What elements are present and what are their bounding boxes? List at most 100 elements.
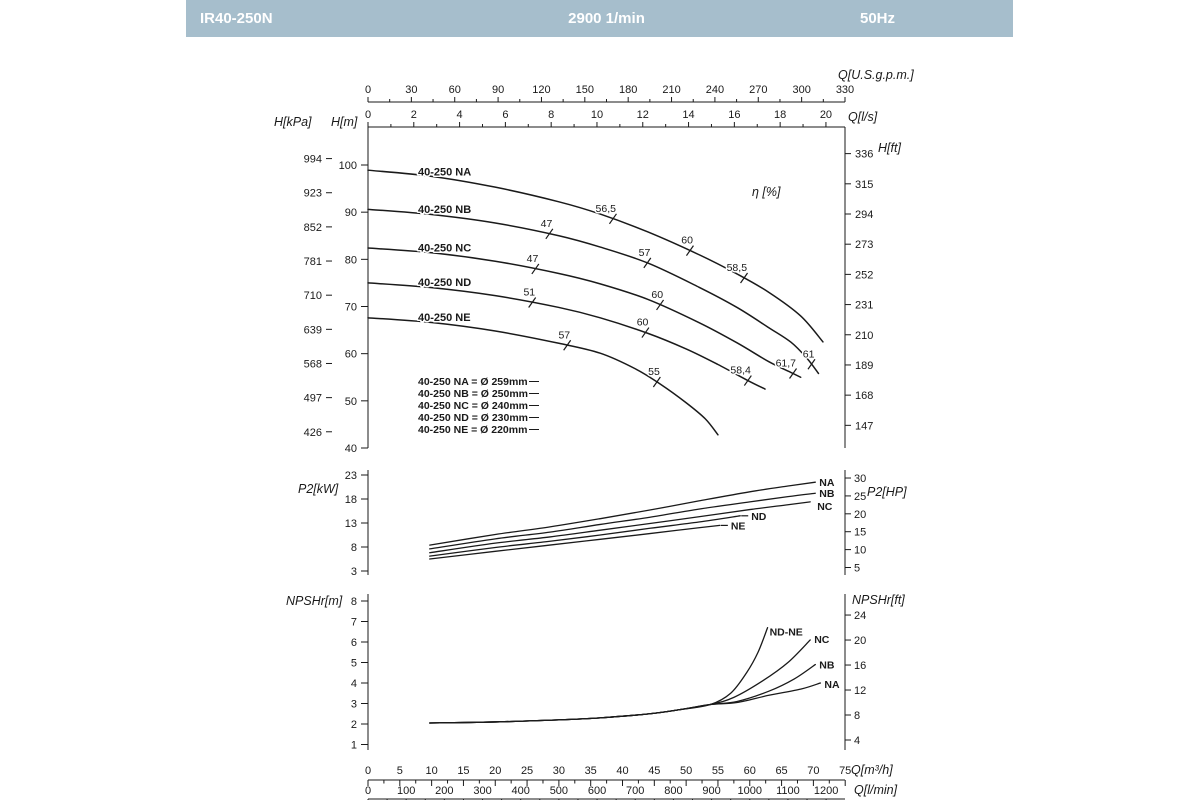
- svg-text:H[ft]: H[ft]: [878, 141, 901, 155]
- svg-text:Q[l/s]: Q[l/s]: [848, 110, 878, 124]
- svg-text:60: 60: [744, 765, 756, 777]
- svg-text:20: 20: [854, 509, 866, 521]
- svg-text:100: 100: [397, 785, 415, 797]
- svg-text:210: 210: [855, 330, 873, 342]
- svg-text:8: 8: [548, 109, 554, 121]
- svg-text:16: 16: [728, 109, 740, 121]
- svg-text:273: 273: [855, 239, 873, 251]
- svg-text:0: 0: [365, 765, 371, 777]
- svg-text:5: 5: [854, 563, 860, 575]
- svg-text:45: 45: [648, 765, 660, 777]
- svg-text:61,7: 61,7: [776, 357, 797, 369]
- head-axis-left: 100 90 80 70 60 50 40 H[m]: [331, 115, 369, 455]
- svg-text:0: 0: [365, 785, 371, 797]
- svg-text:56,5: 56,5: [596, 203, 617, 215]
- svg-text:14: 14: [682, 109, 694, 121]
- efficiency-marks: 47 56,5 47 57 60 58,5 51 60 60 57 55 58,4 61,7 61: [522, 201, 816, 388]
- efficiency-label: η [%]: [752, 185, 781, 199]
- svg-text:100: 100: [339, 160, 357, 172]
- svg-text:639: 639: [304, 324, 322, 336]
- svg-text:231: 231: [855, 300, 873, 312]
- head-axis-kpa: 994 923 852 781 710 639 568 497 426 H[kPa]: [274, 115, 332, 439]
- svg-text:H[kPa]: H[kPa]: [274, 115, 312, 129]
- svg-text:η [%]: η [%]: [752, 185, 781, 199]
- svg-text:994: 994: [304, 154, 322, 166]
- svg-text:5: 5: [397, 765, 403, 777]
- svg-text:50: 50: [345, 396, 357, 408]
- svg-text:61: 61: [803, 348, 815, 360]
- svg-text:57: 57: [558, 329, 570, 341]
- svg-text:20: 20: [820, 109, 832, 121]
- svg-text:90: 90: [345, 207, 357, 219]
- svg-text:57: 57: [639, 247, 651, 259]
- svg-text:20: 20: [489, 765, 501, 777]
- svg-text:240: 240: [706, 84, 724, 96]
- svg-text:80: 80: [345, 254, 357, 266]
- svg-text:180: 180: [619, 84, 637, 96]
- svg-text:2: 2: [351, 719, 357, 731]
- svg-text:400: 400: [512, 785, 530, 797]
- power-axis-right: 30 25 20 15 10 5 P2[HP]: [844, 470, 907, 575]
- svg-text:7: 7: [351, 617, 357, 629]
- svg-text:1200: 1200: [814, 785, 838, 797]
- svg-text:2: 2: [411, 109, 417, 121]
- svg-text:700: 700: [626, 785, 644, 797]
- svg-text:40-250 NA = Ø 259mm: 40-250 NA = Ø 259mm: [418, 376, 528, 388]
- svg-text:H[m]: H[m]: [331, 115, 358, 129]
- svg-text:55: 55: [712, 765, 724, 777]
- svg-text:500: 500: [550, 785, 568, 797]
- svg-text:4: 4: [854, 735, 860, 747]
- svg-text:3: 3: [351, 566, 357, 578]
- svg-text:20: 20: [854, 635, 866, 647]
- svg-text:58,5: 58,5: [727, 262, 748, 274]
- svg-text:300: 300: [473, 785, 491, 797]
- svg-text:852: 852: [304, 222, 322, 234]
- svg-text:15: 15: [854, 527, 866, 539]
- svg-text:336: 336: [855, 149, 873, 161]
- svg-text:8: 8: [351, 542, 357, 554]
- svg-text:210: 210: [662, 84, 680, 96]
- svg-text:6: 6: [502, 109, 508, 121]
- npsh-curves: ND-NE NC NB NA: [429, 625, 841, 724]
- power-axis-left: 23 18 13 8 3 P2[kW]: [298, 470, 369, 578]
- svg-text:300: 300: [792, 84, 810, 96]
- svg-text:60: 60: [345, 349, 357, 361]
- svg-text:P2[kW]: P2[kW]: [298, 482, 339, 496]
- svg-text:294: 294: [855, 209, 873, 221]
- svg-text:75: 75: [839, 765, 851, 777]
- svg-text:40: 40: [616, 765, 628, 777]
- svg-text:10: 10: [591, 109, 603, 121]
- svg-text:150: 150: [576, 84, 594, 96]
- pump-speed: 2900 1/min: [568, 10, 645, 27]
- svg-text:600: 600: [588, 785, 606, 797]
- svg-text:51: 51: [523, 286, 535, 298]
- svg-text:330: 330: [836, 84, 854, 96]
- npsh-axis-left: 8 7 6 5 4 3 2 1 NPSHr[m]: [286, 594, 369, 752]
- svg-text:Q[U.S.g.p.m.]: Q[U.S.g.p.m.]: [838, 68, 914, 82]
- svg-text:568: 568: [304, 358, 322, 370]
- svg-text:0: 0: [365, 84, 371, 96]
- svg-text:60: 60: [449, 84, 461, 96]
- svg-text:12: 12: [637, 109, 649, 121]
- svg-text:16: 16: [854, 660, 866, 672]
- svg-text:120: 120: [532, 84, 550, 96]
- svg-text:15: 15: [457, 765, 469, 777]
- svg-text:ND: ND: [751, 511, 767, 523]
- svg-text:710: 710: [304, 290, 322, 302]
- svg-text:13: 13: [345, 518, 357, 530]
- svg-text:40: 40: [345, 443, 357, 455]
- svg-text:900: 900: [702, 785, 720, 797]
- svg-text:70: 70: [807, 765, 819, 777]
- svg-text:NE: NE: [731, 520, 746, 532]
- svg-text:1100: 1100: [776, 785, 800, 797]
- svg-text:200: 200: [435, 785, 453, 797]
- svg-text:50: 50: [680, 765, 692, 777]
- svg-text:65: 65: [775, 765, 787, 777]
- svg-text:ND-NE: ND-NE: [770, 627, 803, 639]
- svg-text:25: 25: [521, 765, 533, 777]
- svg-text:40-250 ND: 40-250 ND: [418, 277, 471, 289]
- svg-text:NA: NA: [819, 477, 835, 489]
- svg-text:315: 315: [855, 179, 873, 191]
- svg-text:252: 252: [855, 269, 873, 281]
